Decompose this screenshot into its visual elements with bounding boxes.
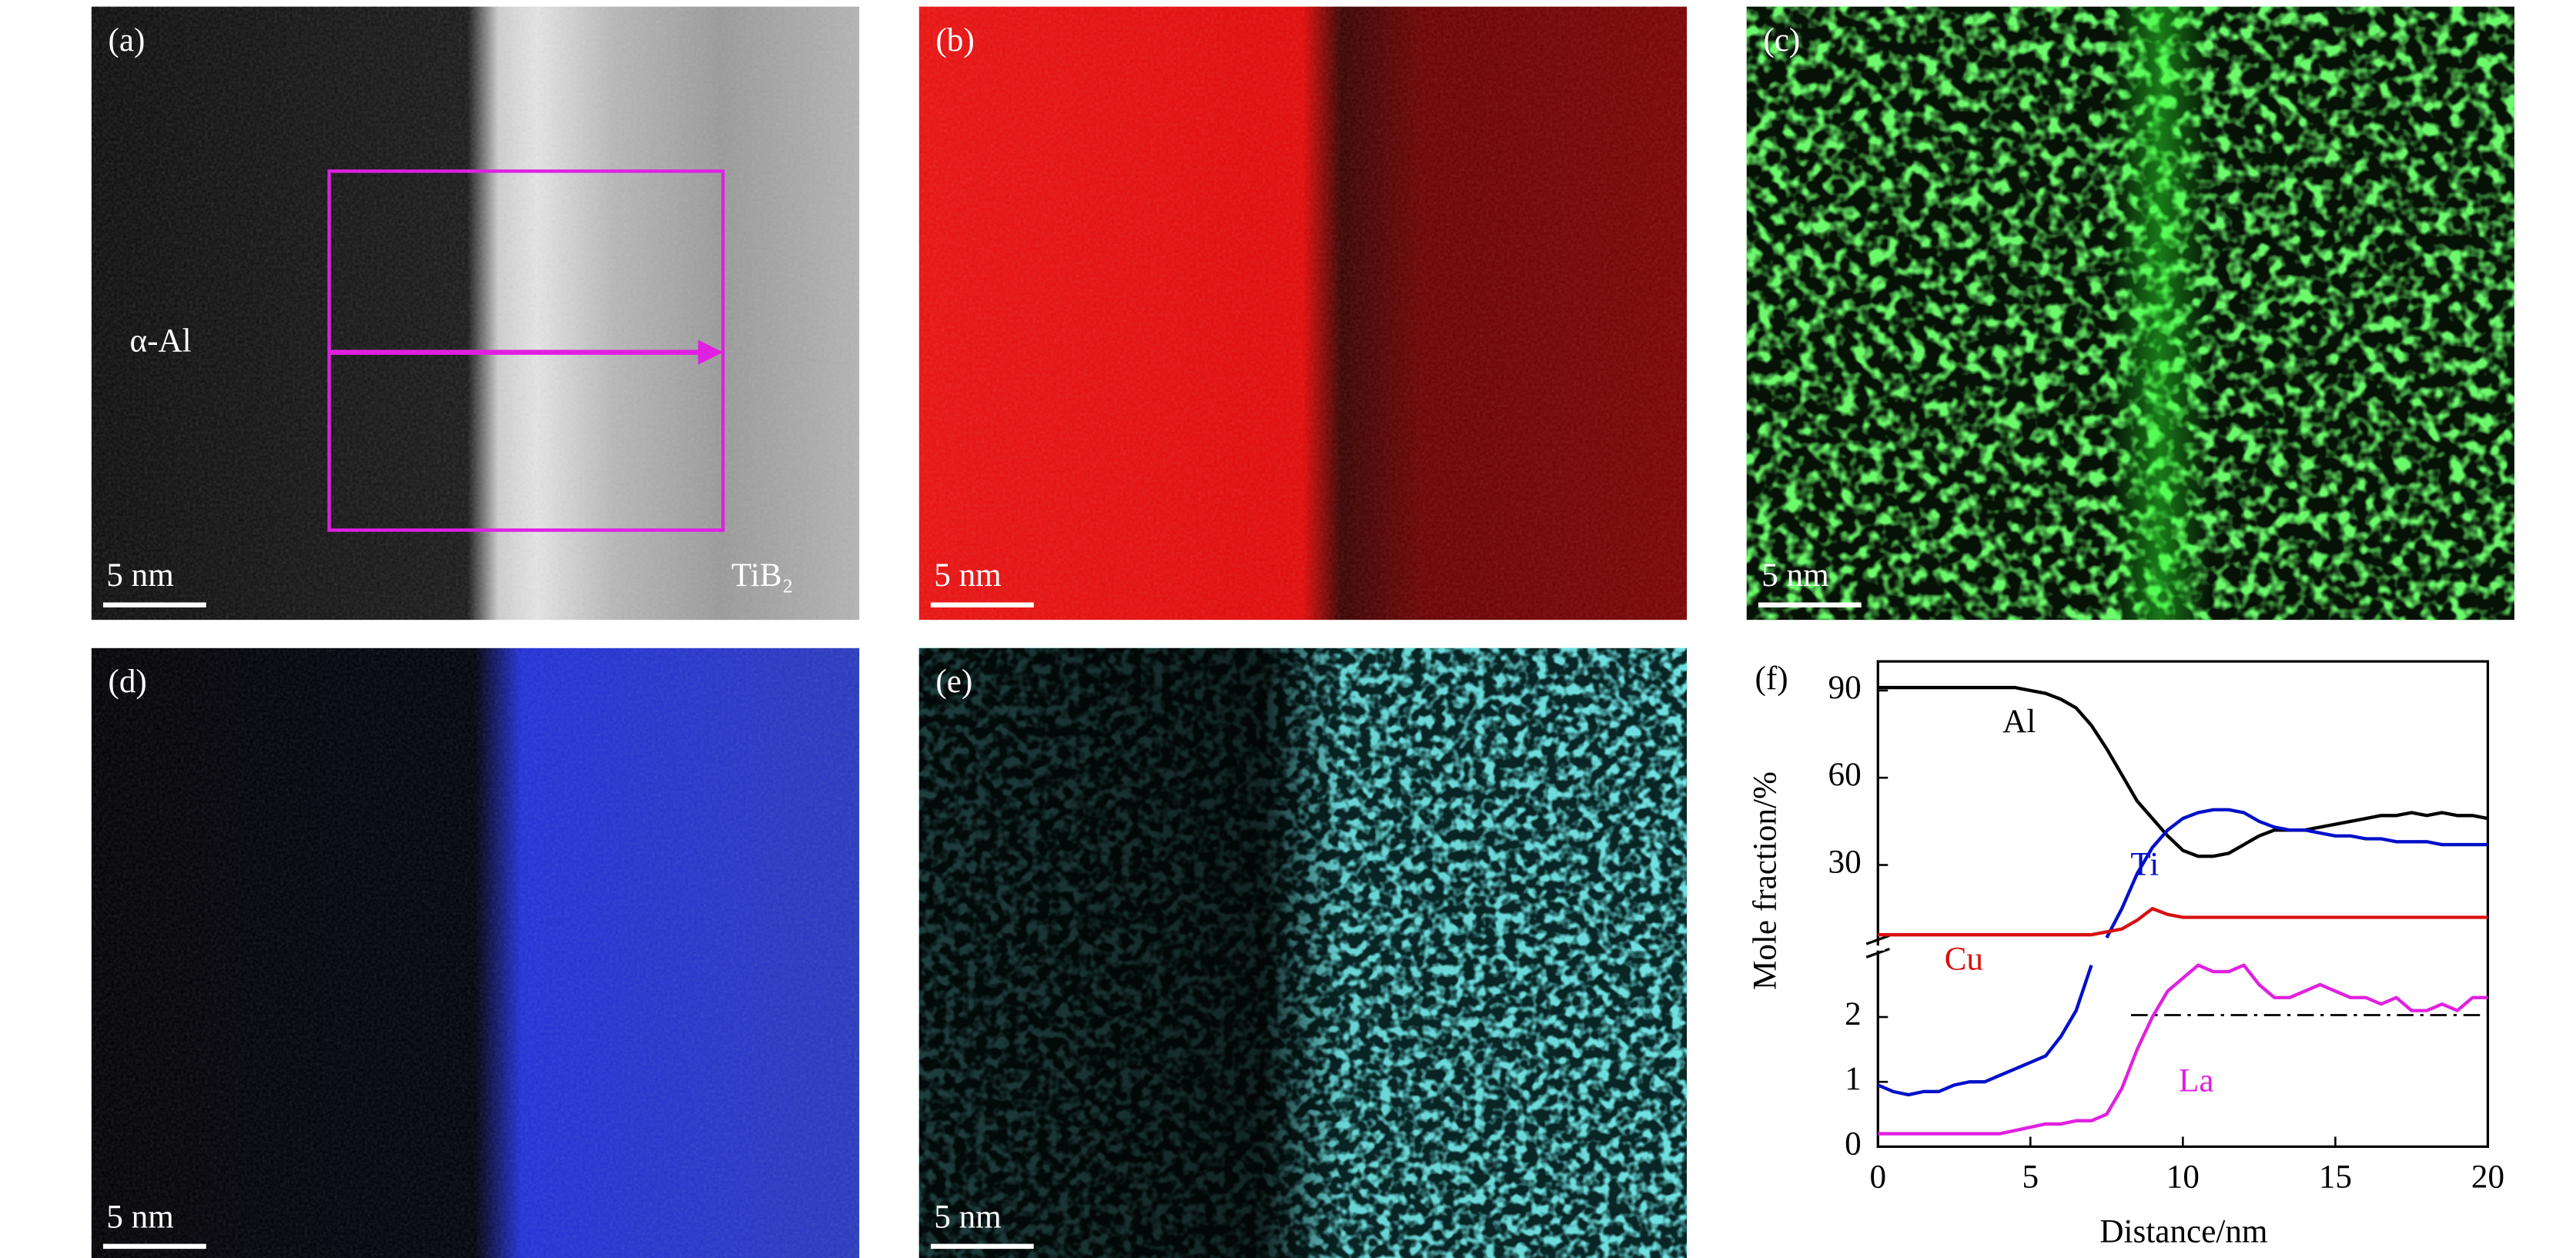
y-axis-label: Mole fraction/% [1748,771,1784,990]
segregation-band [2110,6,2210,621]
noise [91,647,860,1258]
y-tick-label: 0 [1845,1126,1862,1162]
panel-label: (c) [1763,22,1800,59]
panel-label: (d) [108,664,146,700]
phase-label: TiB₂ [731,557,794,594]
scale-bar-label: 5 nm [1761,557,1829,594]
series-line [1878,963,2488,1136]
panel-d: (d) 5 nm [91,647,860,1258]
scale-bar-label: 5 nm [934,1199,1002,1235]
series-line [2105,808,2488,938]
series-label: Ti [2130,847,2159,883]
shade [918,647,1688,1258]
panel-f: (f) Distance/nm Mole fraction/% 0 5 10 15 20… [1748,660,2504,1250]
panel-a: (a) α-Al TiB₂ 5 nm [91,6,860,621]
scale-bar-label: 5 nm [106,557,174,594]
panel-label: (f) [1755,661,1788,697]
x-axis-label: Distance/nm [2099,1214,2267,1250]
y-tick-label: 2 [1845,996,1862,1032]
panel-label: (a) [108,22,145,59]
x-tick-label: 5 [2022,1159,2039,1195]
axis-break [1865,934,1890,945]
noise [91,6,860,621]
x-tick-label: 0 [1869,1159,1886,1195]
series-label: Al [2002,704,2036,740]
panel-b: (b) 5 nm [918,6,1688,621]
y-tick-label: 1 [1845,1061,1862,1097]
y2-tick-label: 60 [1828,757,1862,793]
noise [918,6,1688,621]
scale-bar-label: 5 nm [106,1199,174,1235]
x-tick-label: 15 [2319,1159,2352,1195]
series-line [1878,685,2488,858]
x-tick-label: 10 [2166,1159,2200,1195]
panel-c: (c) 5 nm [1746,6,2514,621]
x-tick-label: 20 [2471,1159,2504,1195]
series-label: La [2179,1062,2214,1099]
y2-tick-label: 30 [1828,844,1862,880]
series-line [1878,907,2488,937]
scale-bar-label: 5 nm [934,557,1002,594]
phase-label: α-Al [130,323,192,360]
axis-break-gap [1871,945,1885,951]
panel-label: (e) [935,664,972,700]
panel-e: (e) 5 nm [918,647,1688,1258]
series-line [1877,964,2093,1097]
axis-break [1865,947,1890,959]
y2-tick-label: 90 [1828,670,1862,706]
series-label: Cu [1945,942,1983,978]
panel-label: (b) [935,22,974,59]
